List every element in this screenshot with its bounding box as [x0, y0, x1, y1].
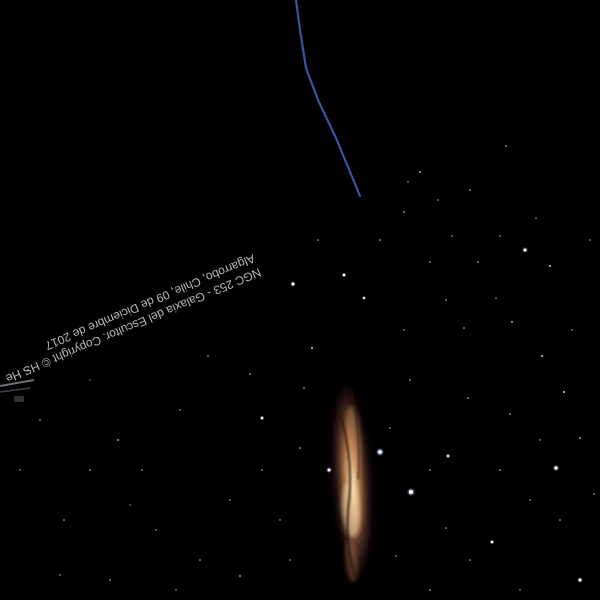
faint-stars	[19, 145, 595, 591]
satellite-trail	[294, 0, 362, 198]
foreground-object	[0, 379, 35, 402]
galaxy	[316, 355, 388, 600]
bright-stars	[259, 246, 584, 584]
